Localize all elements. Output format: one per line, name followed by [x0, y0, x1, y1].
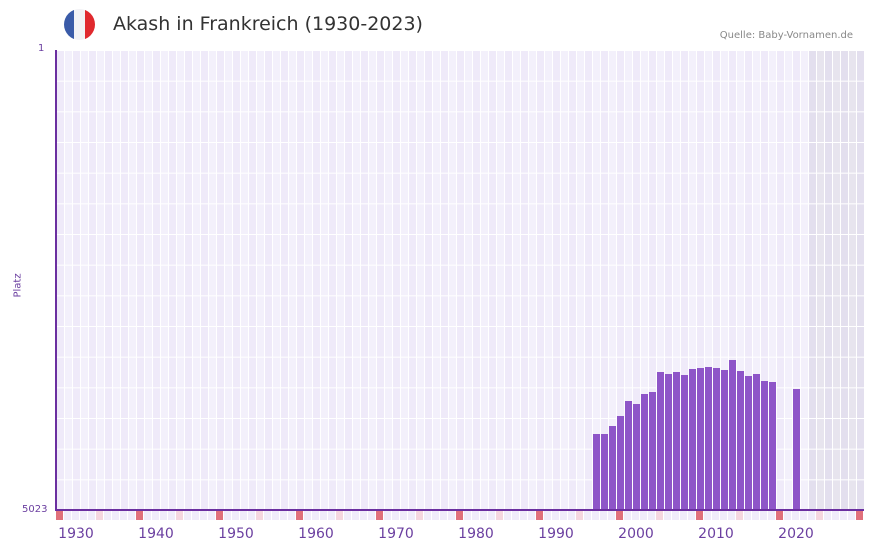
bar-2003: [657, 371, 664, 510]
bar-2005: [673, 371, 680, 510]
bar-2011: [721, 369, 728, 510]
bar-1997: [609, 425, 616, 510]
x-tick-label: 1980: [458, 526, 494, 542]
bar-2013: [737, 370, 744, 510]
x-tick-label: 1940: [138, 526, 174, 542]
y-axis-title: Platz: [12, 273, 24, 298]
bar-2017: [769, 381, 776, 510]
x-tick-label: 1970: [378, 526, 414, 542]
bar-2009: [705, 366, 712, 510]
bar-2015: [753, 373, 760, 510]
bar-1995: [593, 433, 600, 510]
bar-2020: [793, 388, 800, 510]
france-flag-icon: [64, 9, 95, 40]
y-axis-top-label: 1: [38, 43, 45, 54]
bar-2014: [745, 375, 752, 510]
flag-white-stripe: [74, 9, 85, 40]
plot-area: [56, 50, 864, 510]
x-tick-label: 1960: [298, 526, 334, 542]
bar-1998: [617, 415, 624, 510]
x-tick-label: 2020: [778, 526, 814, 542]
x-tick-label: 2010: [698, 526, 734, 542]
y-axis-line: [55, 50, 57, 511]
x-tick-label: 1930: [58, 526, 94, 542]
bar-2007: [689, 368, 696, 510]
x-tick-label: 1990: [538, 526, 574, 542]
chart-title: Akash in Frankreich (1930-2023): [113, 13, 423, 35]
bar-2016: [761, 380, 768, 510]
bar-2000: [633, 403, 640, 510]
bar-2006: [681, 374, 688, 510]
x-tick-label: 1950: [218, 526, 254, 542]
year-marker-row: [56, 511, 863, 520]
x-axis-line: [55, 509, 864, 511]
bar-2004: [665, 373, 672, 510]
y-axis-bottom-label: 5023: [22, 504, 48, 515]
bar-2012: [729, 359, 736, 510]
bar-2008: [697, 367, 704, 510]
bar-2002: [649, 391, 656, 510]
bar-1996: [601, 433, 608, 510]
bar-2001: [641, 393, 648, 510]
flag-blue-stripe: [64, 9, 75, 40]
source-credit: Quelle: Baby-Vornamen.de: [719, 30, 853, 41]
bar-1999: [625, 400, 632, 510]
bar-2010: [713, 367, 720, 510]
flag-red-stripe: [84, 9, 95, 40]
x-tick-label: 2000: [618, 526, 654, 542]
